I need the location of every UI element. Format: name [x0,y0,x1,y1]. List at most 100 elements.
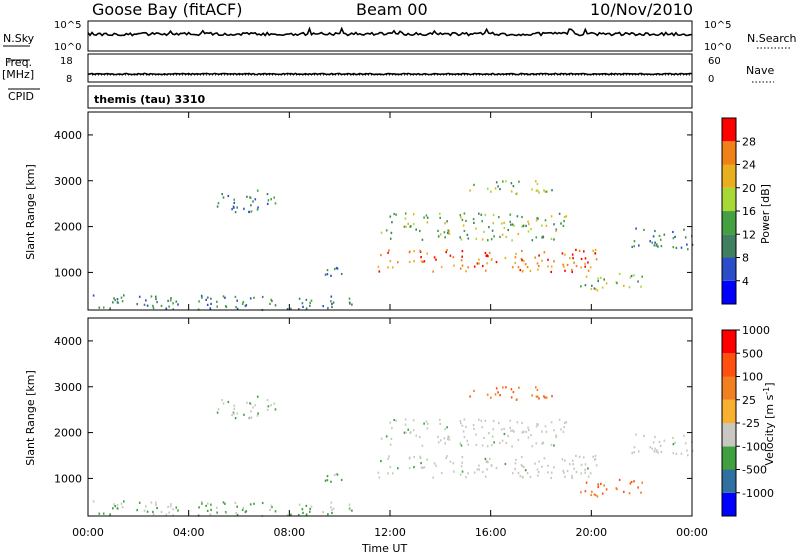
power-cell [475,227,477,230]
velocity-cell [635,433,637,436]
velocity-cell [301,508,304,511]
velocity-cell [569,463,571,466]
velocity-cell [236,513,239,516]
power-cell [587,269,590,272]
power-colorbar-label-4: 20 [742,182,756,195]
power-cell [543,189,545,192]
velocity-cell [537,474,539,477]
velocity-cell [555,434,558,437]
power-cell [234,295,237,298]
power-cell [330,295,333,298]
velocity-cell [175,506,178,509]
velocity-cell [326,475,329,478]
power-cell [531,188,533,191]
power-cell [534,256,536,259]
velocity-cell [465,425,467,428]
power-cell [286,308,289,311]
power-cell [439,212,441,215]
velocity-cell [246,401,248,404]
velocity-colorbar-label: Velocity [m s-1] [762,382,776,465]
power-cell [330,300,332,303]
power-cell [408,260,411,264]
power-cell [538,254,540,257]
power-cell [658,234,661,237]
power-cell [459,214,462,217]
power-cell [200,294,203,297]
power-colorbar-seg-5 [722,164,736,188]
power-cell [521,259,523,262]
power-cell [573,261,575,264]
power-cell [121,300,124,303]
power-cell [404,217,407,220]
power-cell [224,296,226,299]
velocity-cell [286,514,289,517]
velocity-colorbar-label-2: -100 [742,440,767,453]
freq-series-line [87,72,693,76]
velocity-cell [336,473,339,476]
power-cell [433,256,436,259]
power-cell [116,301,119,304]
velocity-cell [266,399,269,402]
velocity-cell [654,435,656,439]
velocity-cell [249,402,251,405]
power-heatmap-cells [92,180,694,312]
power-cell [590,287,593,291]
power-cell [447,231,449,235]
velocity-cell [326,479,329,482]
velocity-cell [167,505,169,508]
noise-left-tick-top: 10^5 [54,20,81,31]
velocity-cell [680,452,683,455]
velocity-cell [587,467,589,470]
velocity-cell [541,465,543,468]
power-cell [476,262,479,265]
power-cell [486,187,489,190]
velocity-cell [231,414,233,417]
velocity-cell [629,482,632,485]
velocity-cell [486,468,488,471]
velocity-cell [659,444,662,447]
power-cell [420,260,423,263]
velocity-cell [544,396,546,399]
velocity-cell [274,408,277,411]
velocity-cell [439,422,441,425]
velocity-ytick-label-2: 3000 [54,381,82,394]
power-cell [388,249,390,252]
time-axis-label: Time UT [361,542,407,554]
power-cell [564,253,566,256]
velocity-cell [536,388,539,392]
power-cell [472,218,475,221]
xtick-label-2: 08:00 [273,526,305,539]
power-cell [227,194,230,198]
velocity-cell [415,434,417,437]
velocity-cell [447,435,449,438]
velocity-cell [391,427,393,430]
power-cell [437,235,440,238]
velocity-cell [234,501,237,504]
power-cell [273,196,275,199]
power-cell [244,305,247,308]
velocity-cell [473,471,476,474]
freq-unit-label: [MHz] [2,68,34,81]
power-cell [517,232,520,236]
power-cell [443,231,446,234]
xtick-label-5: 20:00 [575,526,607,539]
power-cell [437,229,439,232]
velocity-cell [391,472,394,475]
power-cell [349,302,351,305]
velocity-cell [467,472,469,475]
power-cell [475,237,478,240]
velocity-cell [674,441,676,444]
velocity-cell [335,472,338,476]
power-cell [638,244,640,247]
velocity-cell [413,456,415,459]
velocity-cell [686,449,688,452]
velocity-cell [453,470,455,473]
velocity-cell [233,407,236,410]
velocity-cell [165,513,168,516]
velocity-colorbar-label-7: 1000 [742,324,770,337]
velocity-cell [672,443,675,446]
power-cell [236,299,238,302]
velocity-cell [201,502,203,505]
velocity-cell [446,426,448,429]
power-cell [156,301,158,304]
